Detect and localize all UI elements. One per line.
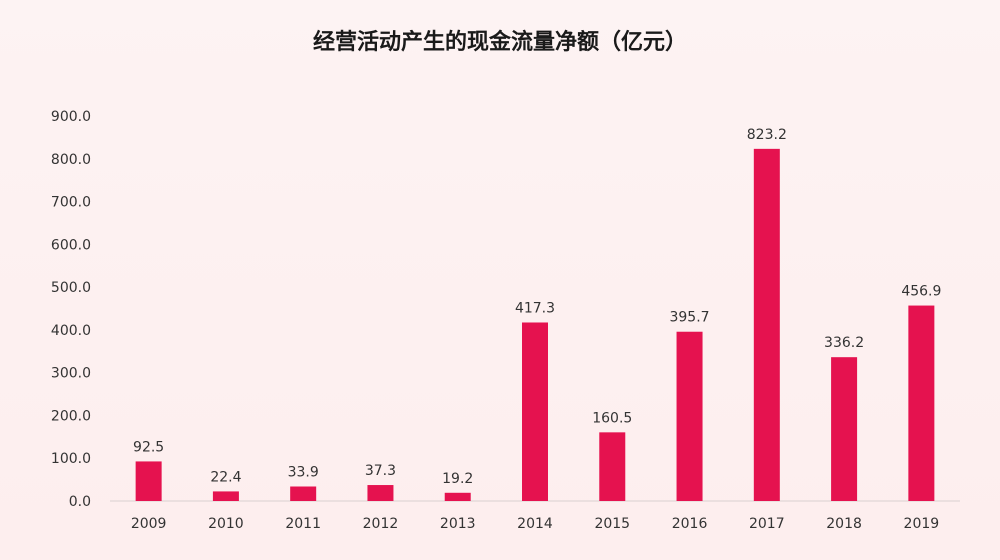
chart-title: 经营活动产生的现金流量净额（亿元）: [312, 30, 687, 55]
data-label-2015: 160.5: [592, 410, 632, 426]
data-label-2009: 92.5: [133, 439, 164, 455]
y-tick-label: 0.0: [69, 494, 91, 510]
data-label-2012: 37.3: [365, 463, 396, 479]
data-label-2013: 19.2: [442, 471, 473, 487]
bar-2012: [367, 485, 394, 501]
y-axis: 0.0 100.0 200.0 300.0 400.0 500.0 600.0 700.0 80…: [51, 109, 91, 510]
x-tick-label-2015: 2015: [594, 516, 630, 532]
data-label-2019: 456.9: [901, 284, 941, 300]
data-label-2014: 417.3: [515, 300, 555, 316]
x-tick-label-2011: 2011: [285, 516, 321, 532]
bar-series: [135, 148, 935, 501]
x-tick-label-2017: 2017: [749, 516, 785, 532]
x-tick-label-2012: 2012: [363, 516, 399, 532]
y-tick-label: 300.0: [51, 366, 91, 382]
x-tick-label-2018: 2018: [826, 516, 862, 532]
bar-2011: [290, 486, 317, 501]
x-tick-label-2013: 2013: [440, 516, 476, 532]
bar-2009: [135, 461, 162, 501]
data-label-2017: 823.2: [747, 127, 787, 143]
x-tick-label-2016: 2016: [672, 516, 708, 532]
x-tick-label-2019: 2019: [904, 516, 940, 532]
y-tick-label: 200.0: [51, 408, 91, 424]
data-label-2018: 336.2: [824, 335, 864, 351]
bar-2018: [831, 357, 858, 501]
data-label-2010: 22.4: [210, 469, 241, 485]
bar-2010: [212, 491, 239, 501]
y-tick-label: 600.0: [51, 237, 91, 253]
bar-2016: [676, 331, 703, 501]
x-axis: 2009 2010 2011 2012 2013 2014 2015 2016 2017 2018…: [110, 500, 960, 532]
y-tick-label: 100.0: [51, 451, 91, 467]
bar-2017: [753, 148, 780, 501]
y-tick-label: 900.0: [51, 109, 91, 125]
y-tick-label: 400.0: [51, 323, 91, 339]
bar-2019: [908, 305, 935, 501]
x-tick-label-2014: 2014: [517, 516, 553, 532]
y-tick-label: 800.0: [51, 152, 91, 168]
bar-2013: [444, 492, 471, 501]
y-tick-label: 500.0: [51, 280, 91, 296]
bar-2015: [599, 432, 626, 501]
x-tick-label-2009: 2009: [131, 516, 167, 532]
bar-2014: [522, 322, 548, 501]
data-labels: 92.5 22.4 33.9 37.3 19.2 417.3 160.5 395.7 823.2…: [133, 127, 941, 487]
data-label-2011: 33.9: [288, 464, 319, 480]
x-tick-label-2010: 2010: [208, 516, 244, 532]
y-tick-label: 700.0: [51, 195, 91, 211]
data-label-2016: 395.7: [669, 310, 709, 326]
